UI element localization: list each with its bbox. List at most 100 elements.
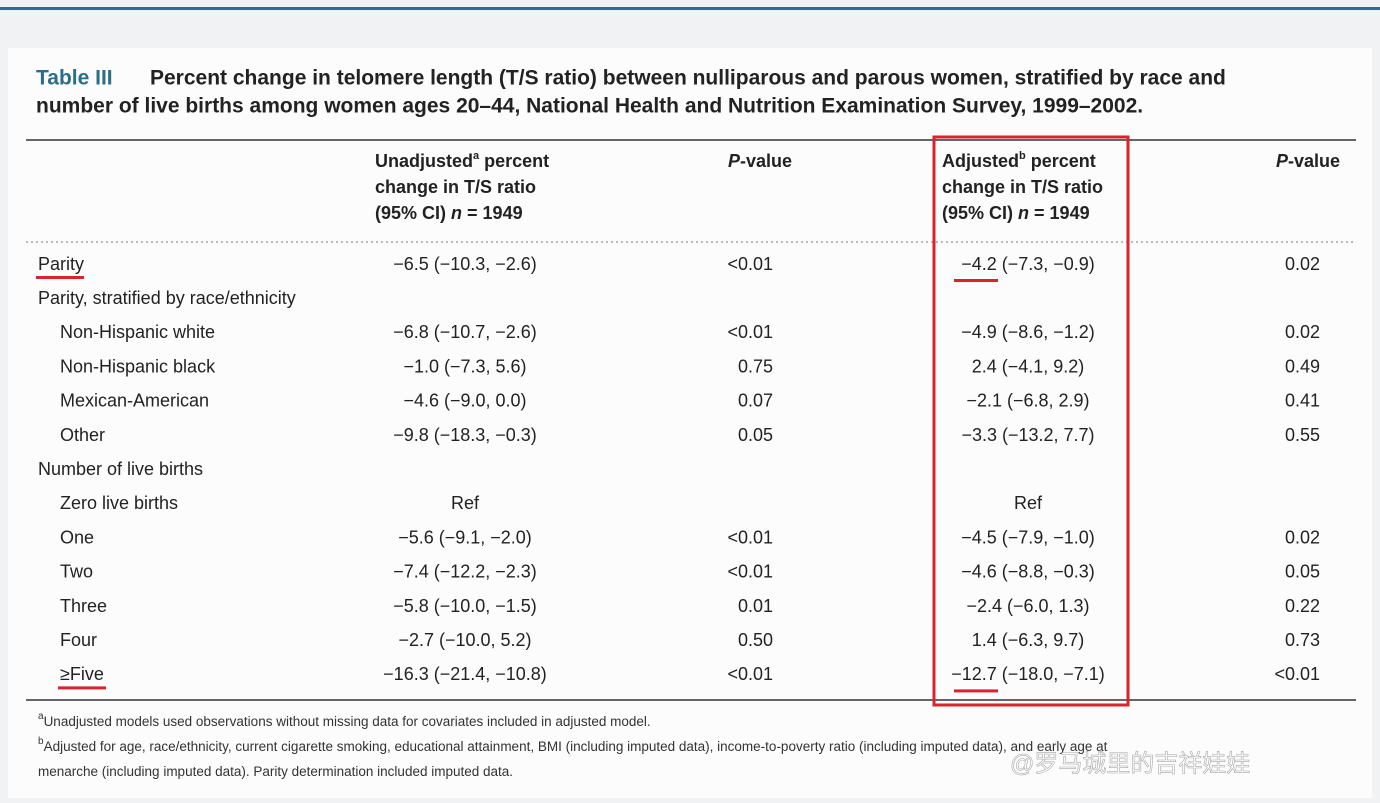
cell: 0.05 — [1285, 562, 1320, 582]
cell: −3.3 (−13.2, 7.7) — [961, 425, 1094, 445]
cell: −12.7 (−18.0, −7.1) — [951, 664, 1105, 684]
cell: −4.6 (−9.0, 0.0) — [403, 391, 526, 411]
table-label: Table III — [36, 67, 113, 90]
row-label: One — [60, 527, 94, 547]
header-part: n — [1018, 203, 1029, 223]
underline — [58, 686, 106, 690]
underline — [954, 689, 998, 693]
footnote-text: menarche (including imputed data). Parit… — [38, 764, 513, 779]
column-header: (95% CI) n = 1949 — [375, 203, 523, 223]
row-label: Other — [60, 425, 105, 445]
footnote-text: Adjusted for age, race/ethnicity, curren… — [44, 739, 1108, 754]
row-label: Four — [60, 630, 97, 650]
cell: −2.4 (−6.0, 1.3) — [966, 596, 1089, 616]
row-label: Zero live births — [60, 493, 178, 513]
header-part: (95% CI) — [375, 203, 451, 223]
title: Percent change in telomere length (T/S r… — [150, 67, 1226, 90]
row-label: Number of live births — [38, 459, 203, 479]
cell: Ref — [1014, 493, 1043, 513]
cell: −4.2 (−7.3, −0.9) — [961, 254, 1095, 274]
title: number of live births among women ages 2… — [36, 95, 1143, 118]
row-label: Parity, stratified by race/ethnicity — [38, 288, 296, 308]
cell: 0.73 — [1285, 630, 1320, 650]
cell: 1.4 (−6.3, 9.7) — [972, 630, 1085, 650]
column-header: P-value — [728, 151, 792, 171]
row-label: Two — [60, 562, 93, 582]
cell: −4.6 (−8.8, −0.3) — [961, 562, 1095, 582]
header-part: P — [1276, 151, 1289, 171]
card — [8, 48, 1372, 798]
cell: −5.6 (−9.1, −2.0) — [398, 527, 532, 547]
cell: <0.01 — [1274, 664, 1320, 684]
row-label: Three — [60, 596, 107, 616]
cell: −6.5 (−10.3, −2.6) — [393, 254, 537, 274]
header-part: n — [451, 203, 462, 223]
footnote: bAdjusted for age, race/ethnicity, curre… — [38, 736, 1108, 753]
footnote-mark: a — [38, 711, 44, 722]
header-part: -value — [1288, 151, 1340, 171]
footnote-text: Unadjusted models used observations with… — [44, 714, 651, 729]
cell: 0.75 — [738, 356, 773, 376]
cell: −5.8 (−10.0, −1.5) — [393, 596, 537, 616]
cell: <0.01 — [727, 664, 773, 684]
underline — [954, 279, 998, 282]
cell: 0.01 — [738, 596, 773, 616]
header-part: a — [473, 150, 480, 162]
cell: 0.02 — [1285, 322, 1320, 342]
cell: 2.4 (−4.1, 9.2) — [972, 356, 1085, 376]
row-label: Non-Hispanic white — [60, 322, 215, 342]
header-part: Adjusted — [942, 151, 1019, 171]
column-header: Unadjusteda percent — [375, 150, 549, 171]
column-header: (95% CI) n = 1949 — [942, 203, 1090, 223]
header-part: b — [1019, 150, 1026, 162]
cell: −9.8 (−18.3, −0.3) — [393, 425, 537, 445]
cell: 0.02 — [1285, 527, 1320, 547]
header-part: P — [728, 151, 741, 171]
column-header: change in T/S ratio — [942, 177, 1103, 197]
footnote-mark: b — [38, 736, 44, 747]
cell: <0.01 — [727, 527, 773, 547]
cell: −2.7 (−10.0, 5.2) — [398, 630, 531, 650]
cell: 0.02 — [1285, 254, 1320, 274]
cell: −16.3 (−21.4, −10.8) — [383, 664, 547, 684]
cell: 0.50 — [738, 630, 773, 650]
cell: −1.0 (−7.3, 5.6) — [403, 356, 526, 376]
header-part: percent — [479, 151, 549, 171]
row-label: Mexican-American — [60, 391, 209, 411]
header-part: -value — [740, 151, 792, 171]
cell: 0.07 — [738, 391, 773, 411]
underline — [36, 276, 84, 279]
highlight-box — [932, 135, 1130, 707]
header-part: percent — [1026, 151, 1096, 171]
cell: 0.22 — [1285, 596, 1320, 616]
cell: 0.41 — [1285, 391, 1320, 411]
column-header: Adjustedb percent — [942, 150, 1096, 171]
header-part: Unadjusted — [375, 151, 473, 171]
cell: <0.01 — [727, 322, 773, 342]
cell: −4.5 (−7.9, −1.0) — [961, 527, 1095, 547]
row-label: Non-Hispanic black — [60, 356, 216, 376]
cell: <0.01 — [727, 254, 773, 274]
header-part: = 1949 — [462, 203, 523, 223]
cell: −4.9 (−8.6, −1.2) — [961, 322, 1095, 342]
row-label: Parity — [38, 254, 84, 274]
top-rule — [0, 7, 1380, 10]
cell: 0.55 — [1285, 425, 1320, 445]
header-part: (95% CI) — [942, 203, 1018, 223]
cell: −7.4 (−12.2, −2.3) — [393, 562, 537, 582]
row-label: ≥Five — [60, 664, 104, 684]
column-header: change in T/S ratio — [375, 177, 536, 197]
cell: Ref — [451, 493, 480, 513]
footnote: menarche (including imputed data). Parit… — [38, 764, 513, 779]
header-part: = 1949 — [1029, 203, 1090, 223]
watermark: @罗马城里的吉祥娃娃 — [1010, 750, 1250, 777]
column-header: P-value — [1276, 151, 1340, 171]
cell: 0.05 — [738, 425, 773, 445]
cell: −2.1 (−6.8, 2.9) — [966, 391, 1089, 411]
footnote: aUnadjusted models used observations wit… — [38, 711, 651, 728]
cell: <0.01 — [727, 562, 773, 582]
cell: 0.49 — [1285, 356, 1320, 376]
cell: −6.8 (−10.7, −2.6) — [393, 322, 537, 342]
